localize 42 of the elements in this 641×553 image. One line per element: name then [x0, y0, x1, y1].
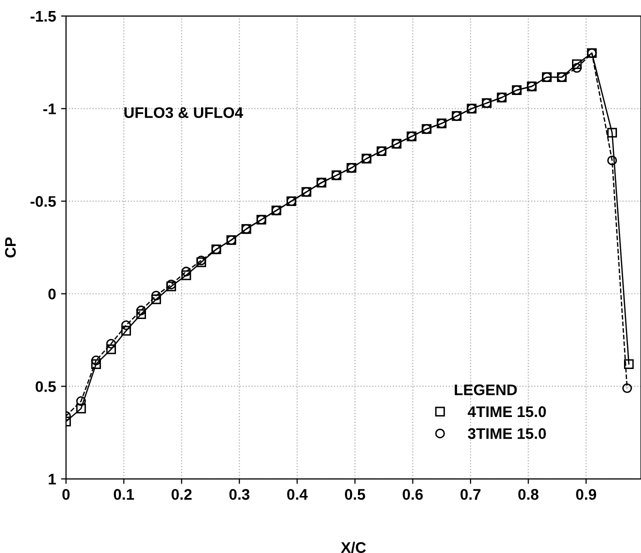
point	[607, 128, 617, 138]
x-tick-label: 0.1	[114, 489, 134, 500]
point	[121, 326, 131, 336]
y-tick-label: 0	[48, 288, 56, 300]
point	[572, 63, 582, 73]
annotation: UFLO3 & UFLO4	[124, 107, 244, 118]
x-tick-label: 0.5	[344, 489, 366, 500]
x-tick-label: 0.8	[518, 489, 538, 500]
legend-label: 3TIME 15.0	[468, 428, 546, 440]
y-tick-label: 0.5	[36, 381, 56, 392]
point	[91, 356, 101, 366]
point	[181, 266, 192, 276]
point	[607, 156, 617, 166]
y-tick-label: 1	[48, 474, 56, 484]
point	[151, 290, 162, 300]
x-tick-label: 0.9	[576, 489, 596, 500]
x-tick-label: 0.4	[287, 489, 308, 500]
x-tick-label: 0.2	[172, 489, 192, 500]
point	[76, 404, 86, 414]
y-axis-title: CP	[5, 237, 16, 258]
point	[106, 344, 116, 354]
x-tick-label: 0.7	[460, 489, 480, 500]
y-tick-label: -1.5	[30, 11, 56, 22]
x-tick-label: 0.6	[402, 489, 423, 500]
point	[106, 338, 116, 349]
point	[136, 309, 146, 319]
point	[121, 320, 131, 330]
point	[181, 270, 192, 280]
point	[151, 294, 162, 304]
point	[624, 359, 634, 369]
point	[572, 59, 582, 70]
legend-title: LEGEND	[454, 384, 517, 396]
x-tick-label: 0	[62, 489, 70, 500]
y-tick-label: -1	[43, 104, 56, 114]
x-axis-title: X/C	[340, 542, 366, 553]
point	[91, 359, 101, 369]
y-tick-label: -0.5	[30, 196, 56, 207]
point	[136, 306, 146, 316]
point	[76, 396, 86, 406]
x-tick-label: 0.3	[229, 489, 250, 500]
point	[622, 383, 632, 394]
legend-label: 4TIME 15.0	[468, 406, 546, 418]
